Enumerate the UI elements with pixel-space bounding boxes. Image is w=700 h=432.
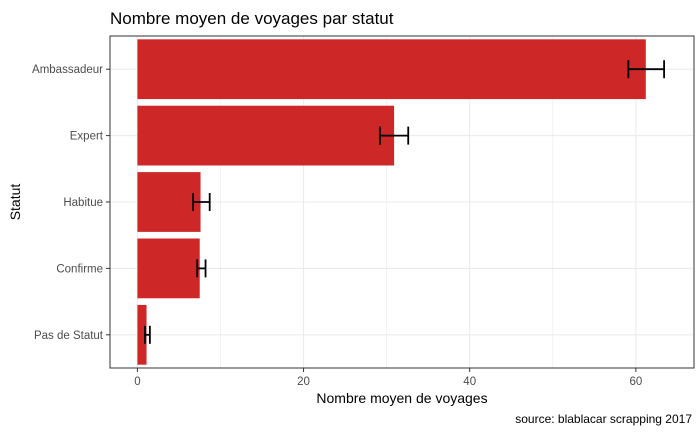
bar-ambassadeur	[137, 39, 646, 100]
chart-caption: source: blablacar scrapping 2017	[515, 412, 692, 426]
x-tick-label: 0	[134, 376, 140, 388]
bar-pas-de-statut	[137, 304, 147, 365]
chart-title: Nombre moyen de voyages par statut	[110, 9, 394, 28]
y-axis: Ambassadeur Expert Habitue Confirme Pas de S…	[32, 64, 110, 342]
error-bar	[192, 193, 211, 211]
bar-expert	[137, 105, 395, 166]
error-bars	[143, 60, 665, 344]
y-tick-label: Expert	[70, 131, 104, 143]
x-tick-label: 20	[297, 376, 310, 388]
y-tick-label: Habitue	[63, 197, 103, 209]
bar-confirme	[137, 238, 200, 299]
y-tick-label: Ambassadeur	[32, 64, 103, 76]
x-axis: 0 20 40 60	[134, 368, 642, 388]
y-tick-label: Confirme	[56, 263, 103, 275]
y-tick-label: Pas de Statut	[34, 330, 104, 342]
y-axis-title: Statut	[7, 184, 23, 221]
bar-habitue	[137, 172, 201, 232]
error-bar	[627, 60, 665, 79]
bars	[137, 39, 646, 365]
error-bar	[379, 126, 410, 145]
error-bar	[196, 259, 207, 278]
x-tick-label: 60	[629, 376, 642, 388]
x-tick-label: 40	[463, 376, 476, 388]
x-axis-title: Nombre moyen de voyages	[316, 390, 487, 406]
error-bar	[143, 325, 151, 344]
